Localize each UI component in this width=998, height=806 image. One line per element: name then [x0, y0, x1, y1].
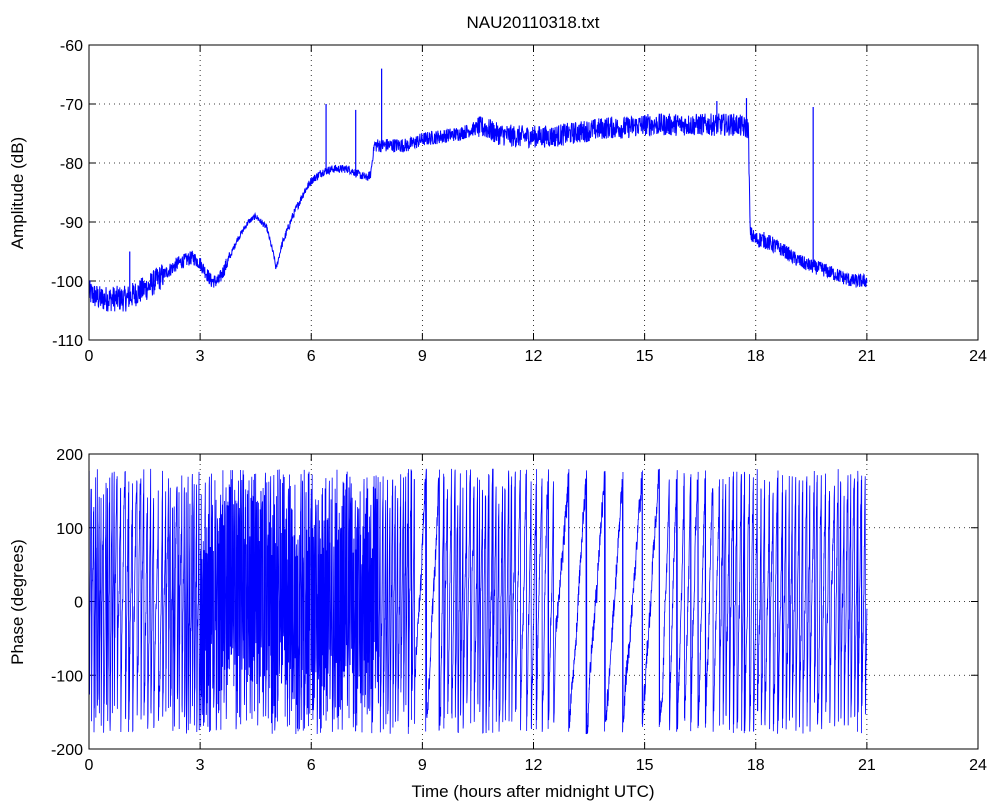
amplitude-x-tick-label: 9: [418, 348, 427, 365]
amplitude-ticks: 0 3 6 9 12 15 18 21 24 -110 -100 -90 -80 -70 -60: [51, 38, 987, 365]
amplitude-axes-box: [88, 44, 979, 341]
phase-x-tick-label: 12: [525, 757, 543, 774]
phase-y-tick-label: 200: [56, 447, 83, 464]
amplitude-y-tick-label: -70: [60, 97, 83, 114]
phase-series-line: [88, 468, 868, 735]
phase-x-tick-label: 9: [418, 757, 427, 774]
amplitude-x-tick-label: 6: [307, 348, 316, 365]
amplitude-y-tick-label: -110: [52, 333, 83, 350]
amplitude-y-tick-label: -90: [60, 215, 83, 232]
amplitude-grid: [89, 45, 978, 340]
phase-x-tick-label: 6: [307, 757, 316, 774]
phase-x-tick-label: 3: [196, 757, 205, 774]
phase-x-tick-label: 15: [636, 757, 654, 774]
amplitude-x-tick-label: 24: [969, 348, 987, 365]
amplitude-x-tick-label: 15: [636, 348, 654, 365]
phase-ticks: 0 3 6 9 12 15 18 21 24 -200 -100 0 100 200: [51, 447, 987, 774]
phase-x-tick-label: 0: [85, 757, 94, 774]
phase-series: [88, 468, 868, 735]
phase-y-tick-label: -100: [51, 668, 83, 685]
phase-x-tick-label: 21: [858, 757, 876, 774]
amplitude-series: [88, 68, 868, 312]
phase-x-axis-label: Time (hours after midnight UTC): [411, 782, 654, 801]
amplitude-series-line: [88, 113, 868, 312]
amplitude-panel: 0 3 6 9 12 15 18 21 24 -110 -100 -90 -80 -70 -60 Ampli…: [8, 38, 987, 365]
phase-y-axis-label: Phase (degrees): [8, 539, 27, 665]
phase-y-tick-label: 0: [74, 595, 83, 612]
amplitude-y-axis-label: Amplitude (dB): [8, 137, 27, 249]
amplitude-y-tick-label: -100: [51, 274, 83, 291]
amplitude-y-tick-label: -80: [60, 156, 83, 173]
amplitude-y-tick-label: -60: [60, 38, 83, 55]
phase-y-tick-label: -200: [51, 742, 83, 759]
amplitude-x-tick-label: 12: [525, 348, 543, 365]
phase-x-tick-label: 18: [747, 757, 765, 774]
phase-axes-box: [88, 453, 979, 750]
phase-x-tick-label: 24: [969, 757, 987, 774]
amplitude-x-tick-label: 18: [747, 348, 765, 365]
amplitude-x-tick-label: 21: [858, 348, 876, 365]
phase-panel: 0 3 6 9 12 15 18 21 24 -200 -100 0 100 200 Phase (deg…: [8, 447, 987, 801]
amplitude-x-tick-label: 0: [85, 348, 94, 365]
chart-title: NAU20110318.txt: [467, 13, 600, 32]
amplitude-x-tick-label: 3: [196, 348, 205, 365]
phase-y-tick-label: 100: [56, 521, 83, 538]
